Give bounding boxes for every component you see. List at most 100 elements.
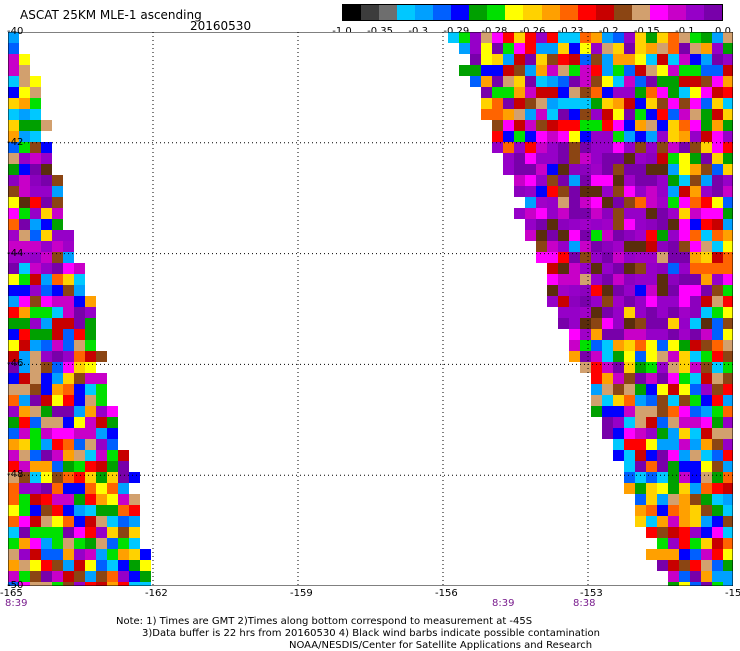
wind-cell xyxy=(8,241,19,252)
wind-cell xyxy=(712,241,723,252)
wind-cell xyxy=(580,32,591,43)
wind-cell xyxy=(8,131,19,142)
wind-cell xyxy=(635,65,646,76)
wind-cell xyxy=(657,142,668,153)
wind-cell xyxy=(503,153,514,164)
wind-cell xyxy=(30,439,41,450)
wind-cell xyxy=(712,142,723,153)
wind-cell xyxy=(525,120,536,131)
wind-cell xyxy=(679,43,690,54)
wind-cell xyxy=(19,439,30,450)
wind-cell xyxy=(19,307,30,318)
wind-cell xyxy=(52,241,63,252)
wind-cell xyxy=(30,263,41,274)
wind-cell xyxy=(30,153,41,164)
wind-cell xyxy=(657,384,668,395)
wind-cell xyxy=(19,197,30,208)
wind-cell xyxy=(8,582,19,586)
wind-cell xyxy=(30,527,41,538)
wind-cell xyxy=(712,87,723,98)
wind-cell xyxy=(646,307,657,318)
wind-cell xyxy=(107,472,118,483)
wind-cell xyxy=(96,472,107,483)
wind-cell xyxy=(679,307,690,318)
wind-cell xyxy=(668,32,679,43)
wind-cell xyxy=(602,208,613,219)
wind-cell xyxy=(635,461,646,472)
wind-cell xyxy=(591,384,602,395)
wind-cell xyxy=(591,131,602,142)
wind-cell xyxy=(19,186,30,197)
data-cells xyxy=(8,32,733,586)
wind-cell xyxy=(74,274,85,285)
color-scale-swatch xyxy=(523,5,542,20)
wind-cell xyxy=(19,384,30,395)
wind-cell xyxy=(19,395,30,406)
wind-cell xyxy=(41,384,52,395)
wind-cell xyxy=(591,65,602,76)
wind-cell xyxy=(657,461,668,472)
wind-cell xyxy=(679,494,690,505)
wind-cell xyxy=(41,274,52,285)
wind-cell xyxy=(52,384,63,395)
wind-cell xyxy=(536,252,547,263)
wind-cell xyxy=(602,98,613,109)
longitude-tick-label: -162 xyxy=(145,588,168,599)
wind-cell xyxy=(52,417,63,428)
wind-cell xyxy=(690,428,701,439)
wind-cell xyxy=(723,461,733,472)
wind-cell xyxy=(569,98,580,109)
wind-cell xyxy=(52,263,63,274)
wind-cell xyxy=(591,186,602,197)
wind-cell xyxy=(701,43,712,54)
wind-cell xyxy=(52,197,63,208)
wind-cell xyxy=(492,43,503,54)
wind-cell xyxy=(569,175,580,186)
wind-cell xyxy=(74,395,85,406)
wind-cell xyxy=(690,153,701,164)
wind-cell xyxy=(569,252,580,263)
wind-cell xyxy=(96,527,107,538)
wind-cell xyxy=(657,43,668,54)
wind-cell xyxy=(580,76,591,87)
wind-cell xyxy=(602,241,613,252)
wind-cell xyxy=(8,505,19,516)
wind-cell xyxy=(118,505,129,516)
wind-cell xyxy=(85,395,96,406)
wind-cell xyxy=(646,384,657,395)
color-scale-swatch xyxy=(451,5,470,20)
wind-cell xyxy=(646,208,657,219)
wind-cell xyxy=(514,164,525,175)
wind-cell xyxy=(679,384,690,395)
wind-cell xyxy=(74,527,85,538)
wind-cell xyxy=(613,296,624,307)
wind-cell xyxy=(8,571,19,582)
wind-cell xyxy=(701,505,712,516)
wind-cell xyxy=(613,439,624,450)
wind-cell xyxy=(580,329,591,340)
wind-cell xyxy=(602,32,613,43)
wind-cell xyxy=(129,527,140,538)
wind-cell xyxy=(514,76,525,87)
wind-cell xyxy=(19,153,30,164)
wind-cell xyxy=(668,285,679,296)
wind-cell xyxy=(679,582,690,586)
wind-cell xyxy=(701,252,712,263)
wind-cell xyxy=(8,186,19,197)
wind-cell xyxy=(30,362,41,373)
wind-cell xyxy=(657,230,668,241)
wind-cell xyxy=(536,230,547,241)
wind-cell xyxy=(580,340,591,351)
wind-cell xyxy=(712,538,723,549)
color-scale-bar xyxy=(342,4,723,21)
wind-cell xyxy=(613,406,624,417)
wind-cell xyxy=(536,32,547,43)
wind-cell xyxy=(591,395,602,406)
wind-cell xyxy=(30,241,41,252)
wind-cell xyxy=(624,142,635,153)
wind-cell xyxy=(646,252,657,263)
wind-cell xyxy=(558,142,569,153)
wind-cell xyxy=(63,406,74,417)
wind-cell xyxy=(558,230,569,241)
longitude-tick-label: -150 xyxy=(725,588,740,599)
